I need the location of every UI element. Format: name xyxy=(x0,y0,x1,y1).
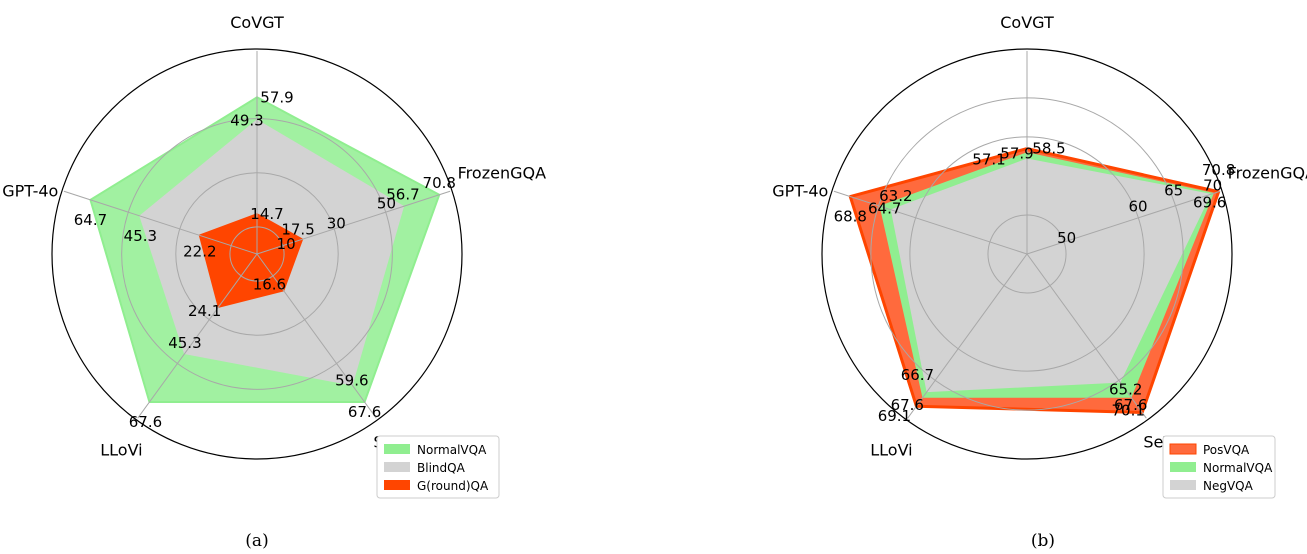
spoke-sevila xyxy=(256,253,377,419)
legend-swatch xyxy=(384,462,410,472)
axis-label-gpt-4o: GPT-4o xyxy=(772,181,828,200)
spoke-llovi xyxy=(907,253,1028,419)
value-label: 63.2 xyxy=(879,187,912,205)
spoke-gpt-4o xyxy=(63,190,258,255)
spoke-frozengqa xyxy=(256,190,451,255)
value-label: 59.6 xyxy=(335,372,368,390)
axis-label-frozengqa: FrozenGQA xyxy=(458,163,546,182)
radial-tick-label: 10 xyxy=(277,235,296,253)
legend-entry: NormalVQA xyxy=(417,443,487,457)
value-label: 64.7 xyxy=(868,199,901,217)
value-label: 68.8 xyxy=(834,208,867,226)
value-label: 57.9 xyxy=(1000,144,1033,162)
value-label: 70.1 xyxy=(1111,402,1144,420)
value-label: 45.3 xyxy=(124,227,157,245)
value-label: 66.7 xyxy=(901,366,934,384)
legend-entry: PosVQA xyxy=(1203,443,1250,457)
axis-label-llovi: LLoVi xyxy=(870,441,912,460)
legend-swatch xyxy=(1169,443,1197,455)
value-label: 67.6 xyxy=(129,413,162,431)
legend: NormalVQA BlindQA G(round)QA xyxy=(376,435,500,499)
legend-entry: NormalVQA xyxy=(1203,461,1273,475)
value-label: 57.9 xyxy=(260,88,293,106)
legend-swatch xyxy=(384,444,410,454)
value-label: 64.7 xyxy=(74,211,107,229)
radar-chart-1: 103050CoVGTFrozenGQASeViLALLoViGPT-4o57.… xyxy=(2,13,546,551)
axis-label-gpt-4o: GPT-4o xyxy=(2,181,58,200)
value-label: 57.1 xyxy=(972,151,1005,169)
series-area-negvqa xyxy=(890,158,1211,393)
value-label: 70 xyxy=(1203,177,1222,195)
subfigure-caption: (b) xyxy=(1031,531,1055,551)
radial-tick-label: 50 xyxy=(377,194,396,212)
value-label: 17.5 xyxy=(281,220,314,238)
value-label: 67.6 xyxy=(891,396,924,414)
legend-swatch xyxy=(1170,480,1196,490)
radar-chart-2: 506065CoVGTFrozenGQASeViLALLoViGPT-4o58.… xyxy=(772,13,1307,551)
spoke-llovi xyxy=(137,253,258,419)
spoke-sevila xyxy=(1026,253,1147,419)
legend-entry: G(round)QA xyxy=(417,479,489,493)
axis-label-covgt: CoVGT xyxy=(230,13,284,32)
axis-label-covgt: CoVGT xyxy=(1000,13,1054,32)
value-label: 14.7 xyxy=(250,205,283,223)
outer-frame xyxy=(821,48,1233,460)
legend: PosVQA NormalVQA NegVQA xyxy=(1162,435,1276,499)
value-label: 67.6 xyxy=(348,403,381,421)
value-label: 70.8 xyxy=(1202,161,1235,179)
subfigure-caption: (a) xyxy=(245,531,268,551)
value-label: 22.2 xyxy=(183,242,216,260)
value-label: 49.3 xyxy=(230,112,263,130)
axis-label-frozengqa: FrozenGQA xyxy=(1228,163,1307,182)
spoke-gpt-4o xyxy=(833,190,1028,255)
radial-tick-label: 50 xyxy=(1057,229,1076,247)
value-label: 69.1 xyxy=(878,407,911,425)
spoke-frozengqa xyxy=(1026,190,1221,255)
legend-entry: NegVQA xyxy=(1203,479,1254,493)
value-label: 24.1 xyxy=(188,302,221,320)
value-label: 67.6 xyxy=(1114,396,1147,414)
value-label: 65.2 xyxy=(1109,381,1142,399)
value-label: 58.5 xyxy=(1032,140,1065,158)
legend-swatch xyxy=(384,480,410,490)
value-label: 16.6 xyxy=(253,275,286,293)
value-label: 69.6 xyxy=(1193,194,1226,212)
legend-entry: BlindQA xyxy=(417,461,466,475)
radial-tick-label: 30 xyxy=(327,215,346,233)
radial-tick-label: 60 xyxy=(1128,197,1147,215)
legend-swatch xyxy=(1170,462,1196,472)
radial-tick-label: 65 xyxy=(1164,181,1183,199)
value-label: 70.8 xyxy=(423,174,456,192)
value-label: 45.3 xyxy=(168,334,201,352)
value-label: 56.7 xyxy=(386,186,419,204)
outer-frame xyxy=(51,48,463,460)
axis-label-llovi: LLoVi xyxy=(100,441,142,460)
series-area-g-round-qa xyxy=(198,213,304,308)
